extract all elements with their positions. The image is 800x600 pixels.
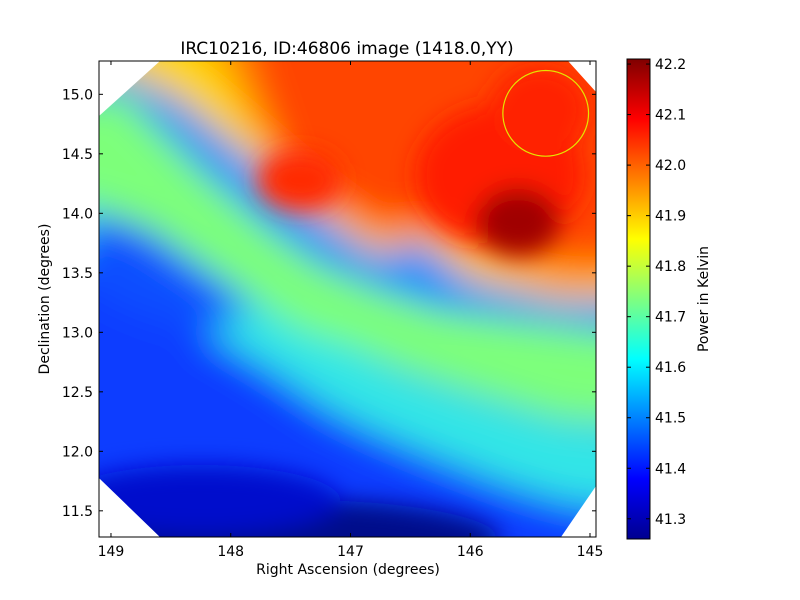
y-tick-label: 13.0 <box>62 325 93 341</box>
plot-frame <box>98 60 597 538</box>
heatmap-green-region <box>99 90 596 430</box>
y-tick-label: 14.0 <box>62 206 93 222</box>
x-tick-label: 146 <box>457 544 484 560</box>
y-tick-label: 12.0 <box>62 444 93 460</box>
x-axis-label: Right Ascension (degrees) <box>256 562 440 578</box>
x-tick-label: 145 <box>577 544 604 560</box>
colorbar-tick-label: 41.8 <box>655 259 686 275</box>
chart-title: IRC10216, ID:46806 image (1418.0,YY) <box>180 39 513 59</box>
heatmap-blue-left-lobe <box>99 210 250 330</box>
x-tick-label: 147 <box>337 544 364 560</box>
colorbar-tick-label: 41.4 <box>655 461 686 477</box>
y-tick-label: 11.5 <box>62 504 93 520</box>
y-tick-label: 14.5 <box>62 147 93 163</box>
x-axis: 149 148 147 146 145 <box>98 61 604 560</box>
y-tick-label: 12.5 <box>62 385 93 401</box>
colorbar-tick-label: 41.7 <box>655 310 686 326</box>
colorbar-tick-label: 41.3 <box>655 512 686 528</box>
colorbar-tick-label: 42.1 <box>655 108 686 124</box>
y-tick-label: 15.0 <box>62 87 93 103</box>
colorbar-tick-label: 42.0 <box>655 158 686 174</box>
heatmap-image <box>99 61 596 537</box>
heatmap-local-max <box>258 150 342 210</box>
x-tick-label: 149 <box>98 544 125 560</box>
x-tick-label: 148 <box>217 544 244 560</box>
colorbar-tick-label: 41.5 <box>655 411 686 427</box>
colorbar-axis: 41.3 41.4 41.5 41.6 41.7 41.8 41.9 42.0 42.1 42.2 <box>627 57 686 528</box>
colorbar <box>626 58 651 540</box>
target-circle-marker <box>502 69 590 157</box>
heatmap-upper-right-red <box>490 65 590 155</box>
y-axis: 11.5 12.0 12.5 13.0 13.5 14.0 14.5 15.0 <box>62 87 596 520</box>
colorbar-label: Power in Kelvin <box>696 246 712 352</box>
colorbar-tick-label: 41.9 <box>655 209 686 225</box>
y-axis-label: Declination (degrees) <box>37 224 53 375</box>
colorbar-tick-label: 41.6 <box>655 360 686 376</box>
y-tick-label: 13.5 <box>62 266 93 282</box>
heatmap-peak-core <box>476 188 560 256</box>
heatmap-low-band <box>99 465 340 535</box>
colorbar-tick-label: 42.2 <box>655 57 686 73</box>
